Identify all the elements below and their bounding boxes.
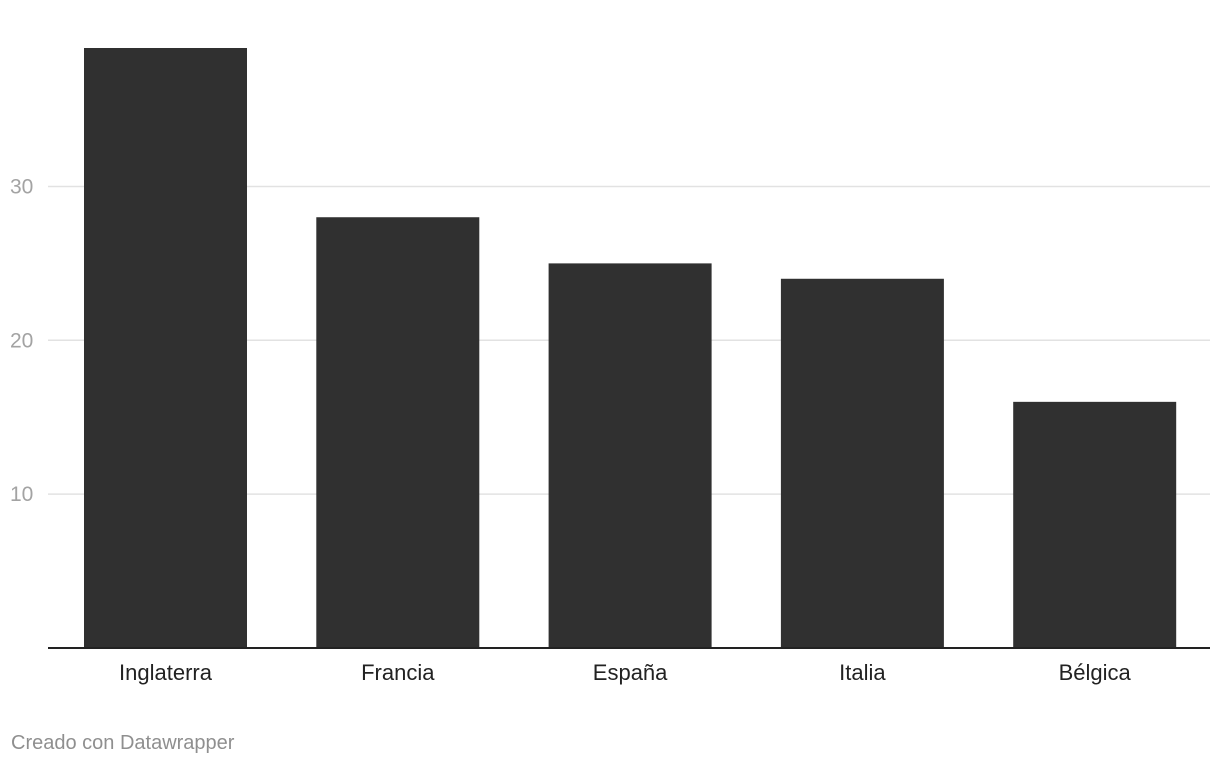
y-tick-label: 10 bbox=[10, 483, 33, 506]
bar-francia bbox=[316, 217, 480, 648]
x-tick-label: Italia bbox=[839, 660, 886, 685]
bar-inglaterra bbox=[84, 48, 247, 648]
bar-italia bbox=[780, 278, 944, 648]
y-tick-labels: 10 20 30 bbox=[10, 175, 33, 506]
x-tick-label: Francia bbox=[361, 660, 435, 685]
y-tick-label: 30 bbox=[10, 175, 33, 198]
x-tick-label: España bbox=[593, 660, 668, 685]
x-tick-label: Inglaterra bbox=[119, 660, 213, 685]
bar-españa bbox=[548, 263, 712, 648]
footer-credit: Creado con Datawrapper bbox=[11, 732, 235, 754]
bar-layer bbox=[84, 48, 1177, 648]
y-tick-label: 20 bbox=[10, 329, 33, 352]
bar-bélgica bbox=[1013, 401, 1177, 648]
x-tick-label: Bélgica bbox=[1059, 660, 1132, 685]
x-category-labels: Inglaterra Francia España Italia Bélgica bbox=[119, 660, 1132, 685]
